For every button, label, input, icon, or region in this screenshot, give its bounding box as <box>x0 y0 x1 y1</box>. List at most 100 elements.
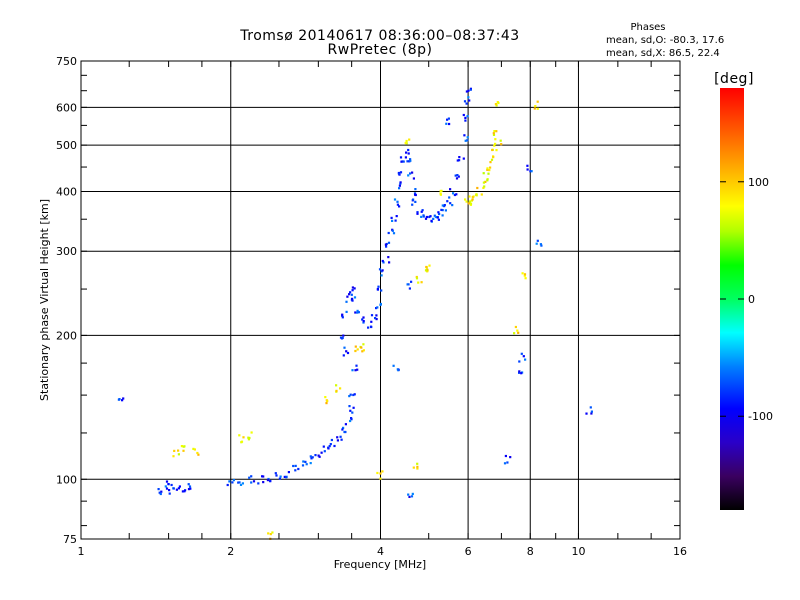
data-point <box>157 488 160 491</box>
x-tick-label: 2 <box>227 545 234 558</box>
data-point <box>540 244 543 247</box>
data-point <box>351 286 354 289</box>
data-point <box>348 293 351 296</box>
data-point <box>493 130 496 133</box>
data-point <box>345 310 348 313</box>
data-point <box>430 219 433 222</box>
data-point <box>437 211 440 214</box>
data-point <box>412 466 415 469</box>
data-point <box>520 372 523 375</box>
data-point <box>301 464 305 467</box>
data-point <box>447 117 450 120</box>
data-point <box>404 156 407 159</box>
data-point <box>376 471 379 475</box>
data-point <box>322 445 325 448</box>
data-point <box>422 214 425 217</box>
data-point <box>370 325 373 329</box>
data-point <box>349 393 352 396</box>
data-point <box>414 188 417 191</box>
data-point <box>324 396 327 399</box>
x-tick-label: 4 <box>377 545 384 558</box>
data-point <box>352 393 355 397</box>
data-point <box>444 209 447 212</box>
data-point <box>428 215 431 219</box>
data-point <box>468 200 471 203</box>
data-point <box>398 205 401 208</box>
y-axis-ticks: 75 100 200 300 400 500 600 750 <box>56 55 680 546</box>
data-point <box>348 405 351 408</box>
data-point <box>462 113 465 117</box>
data-point <box>339 387 342 390</box>
data-point <box>342 334 345 337</box>
data-point <box>432 217 435 220</box>
data-point <box>410 495 414 498</box>
data-point <box>184 489 187 492</box>
data-point <box>441 214 444 217</box>
data-point <box>375 314 378 317</box>
data-point <box>279 475 282 478</box>
data-point <box>413 192 417 195</box>
data-point <box>411 492 414 495</box>
data-point <box>448 196 451 199</box>
colorbar-label: [deg] <box>714 71 754 87</box>
data-point <box>309 462 312 465</box>
data-point <box>350 293 353 296</box>
data-point <box>410 280 413 283</box>
data-point <box>333 444 336 448</box>
colorbar-tick-label: 100 <box>748 176 769 189</box>
stats-line-o: mean, sd,O: -80.3, 17.6 <box>606 35 724 46</box>
data-point <box>464 139 467 142</box>
data-point <box>469 88 472 91</box>
data-point <box>379 472 382 475</box>
data-point <box>345 300 348 303</box>
data-point <box>168 489 171 492</box>
data-point <box>529 170 532 173</box>
data-point <box>356 309 359 312</box>
data-point <box>237 481 240 484</box>
x-tick-label: 6 <box>465 545 472 558</box>
data-point <box>232 479 235 482</box>
data-point <box>516 329 519 332</box>
data-point <box>173 449 176 452</box>
y-tick-label: 200 <box>56 329 77 342</box>
data-point <box>458 156 461 159</box>
data-point <box>241 482 244 485</box>
data-point <box>407 148 410 152</box>
data-point <box>524 277 527 280</box>
data-point <box>278 477 281 480</box>
data-point <box>121 399 124 402</box>
data-point <box>408 495 411 498</box>
data-point <box>311 456 314 459</box>
data-point <box>342 354 345 357</box>
data-point <box>292 464 295 468</box>
data-point <box>489 166 492 169</box>
x-axis-ticks: 1 2 4 6 8 10 16 <box>78 61 687 558</box>
data-point <box>536 107 539 110</box>
data-point <box>494 103 497 106</box>
data-point <box>228 480 231 483</box>
data-point <box>416 462 419 465</box>
data-point <box>267 532 270 535</box>
data-point <box>172 455 175 458</box>
data-point <box>452 192 455 195</box>
data-point <box>356 368 359 371</box>
data-point <box>521 272 524 275</box>
data-point <box>384 243 387 246</box>
data-point <box>353 296 357 299</box>
data-point <box>446 118 449 121</box>
data-point <box>484 180 487 183</box>
data-point <box>522 355 525 358</box>
data-point <box>433 214 436 217</box>
data-point <box>466 139 469 142</box>
data-point <box>439 189 442 193</box>
data-point <box>463 100 467 103</box>
data-point <box>428 264 431 267</box>
data-point <box>122 397 125 400</box>
data-point <box>414 193 417 196</box>
data-point <box>336 439 339 442</box>
data-point <box>344 430 347 434</box>
data-point <box>395 215 398 218</box>
data-point <box>394 219 397 222</box>
data-point <box>344 423 347 426</box>
data-point <box>411 171 414 174</box>
